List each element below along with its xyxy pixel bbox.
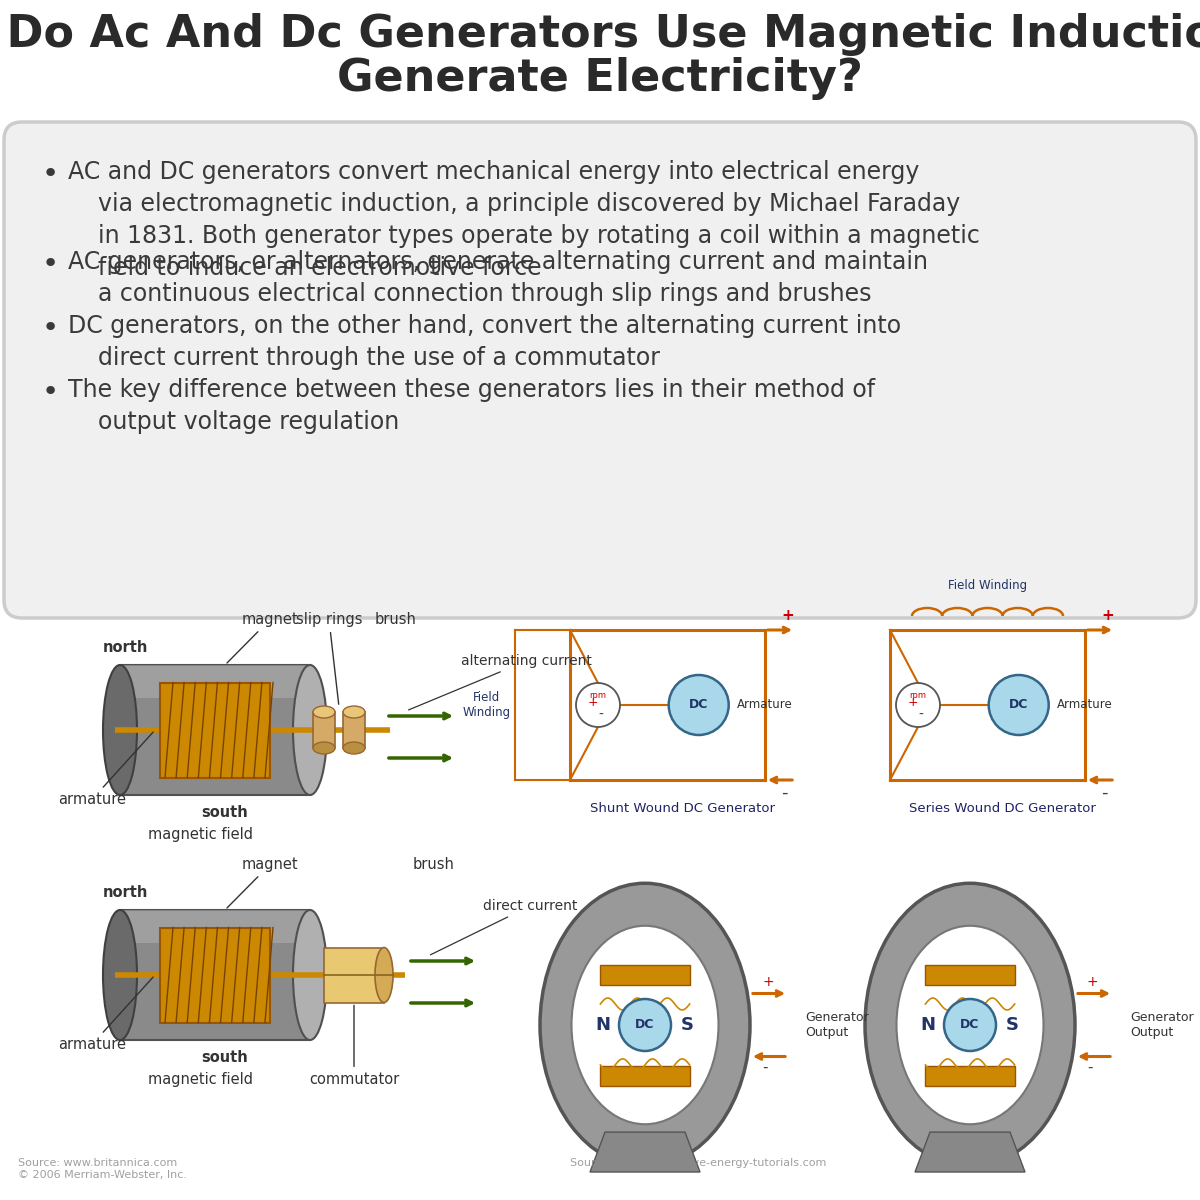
Text: S: S bbox=[1006, 1016, 1019, 1034]
Circle shape bbox=[896, 683, 940, 727]
Text: DC: DC bbox=[1009, 698, 1028, 712]
Text: •: • bbox=[42, 160, 59, 188]
Text: magnetic field: magnetic field bbox=[148, 1072, 252, 1087]
Ellipse shape bbox=[103, 665, 137, 794]
Polygon shape bbox=[600, 965, 690, 985]
Polygon shape bbox=[120, 665, 310, 697]
Text: armature: armature bbox=[58, 977, 154, 1052]
Polygon shape bbox=[160, 928, 270, 1022]
Circle shape bbox=[668, 674, 728, 734]
Polygon shape bbox=[590, 1132, 700, 1172]
Text: DC: DC bbox=[635, 1019, 655, 1032]
Text: DC: DC bbox=[689, 698, 708, 712]
Ellipse shape bbox=[293, 910, 326, 1040]
Polygon shape bbox=[600, 1066, 690, 1086]
Ellipse shape bbox=[103, 910, 137, 1040]
Text: Series Wound DC Generator: Series Wound DC Generator bbox=[910, 802, 1096, 815]
Polygon shape bbox=[925, 1066, 1015, 1086]
Text: commutator: commutator bbox=[308, 1006, 400, 1087]
Text: armature: armature bbox=[58, 732, 154, 806]
Circle shape bbox=[989, 674, 1049, 734]
Text: N: N bbox=[920, 1016, 936, 1034]
Ellipse shape bbox=[343, 742, 365, 754]
Text: magnetic field: magnetic field bbox=[148, 827, 252, 842]
Text: -: - bbox=[918, 708, 924, 722]
Text: south: south bbox=[202, 1050, 248, 1066]
Text: north: north bbox=[102, 886, 148, 900]
Text: Generator
Output: Generator Output bbox=[805, 1010, 869, 1039]
Polygon shape bbox=[120, 665, 310, 794]
Text: Shunt Wound DC Generator: Shunt Wound DC Generator bbox=[590, 802, 775, 815]
Polygon shape bbox=[925, 965, 1015, 985]
Polygon shape bbox=[916, 1132, 1025, 1172]
Text: +: + bbox=[1087, 974, 1099, 989]
Ellipse shape bbox=[313, 742, 335, 754]
Ellipse shape bbox=[374, 948, 394, 1002]
Text: -: - bbox=[1102, 784, 1108, 802]
Ellipse shape bbox=[293, 665, 326, 794]
Text: •: • bbox=[42, 378, 59, 406]
Polygon shape bbox=[343, 712, 365, 748]
Ellipse shape bbox=[896, 925, 1044, 1124]
Text: •: • bbox=[42, 314, 59, 342]
Ellipse shape bbox=[313, 706, 335, 718]
Text: rpm: rpm bbox=[589, 690, 606, 700]
Text: Source: www.alternative-energy-tutorials.com: Source: www.alternative-energy-tutorials… bbox=[570, 1158, 827, 1168]
Text: •: • bbox=[42, 250, 59, 278]
Text: Field
Winding: Field Winding bbox=[463, 691, 511, 719]
Text: DC: DC bbox=[960, 1019, 979, 1032]
Ellipse shape bbox=[865, 883, 1075, 1166]
FancyBboxPatch shape bbox=[4, 122, 1196, 618]
Text: +: + bbox=[1102, 608, 1114, 623]
Text: The key difference between these generators lies in their method of
    output v: The key difference between these generat… bbox=[68, 378, 875, 434]
Text: N: N bbox=[595, 1016, 611, 1034]
Text: How Do Ac And Dc Generators Use Magnetic Induction To: How Do Ac And Dc Generators Use Magnetic… bbox=[0, 13, 1200, 56]
Text: magnet: magnet bbox=[227, 857, 299, 908]
Text: AC and DC generators convert mechanical energy into electrical energy
    via el: AC and DC generators convert mechanical … bbox=[68, 160, 980, 280]
Text: rpm: rpm bbox=[910, 690, 926, 700]
Polygon shape bbox=[120, 910, 310, 1040]
Circle shape bbox=[944, 998, 996, 1051]
Text: north: north bbox=[102, 640, 148, 655]
Text: S: S bbox=[680, 1016, 694, 1034]
Text: brush: brush bbox=[376, 612, 416, 626]
Text: +: + bbox=[762, 974, 774, 989]
Polygon shape bbox=[160, 683, 270, 778]
Text: Armature: Armature bbox=[737, 698, 792, 712]
Ellipse shape bbox=[343, 706, 365, 718]
Text: slip rings: slip rings bbox=[295, 612, 362, 704]
Ellipse shape bbox=[540, 883, 750, 1166]
Text: Generate Electricity?: Generate Electricity? bbox=[337, 56, 863, 100]
Text: magnet: magnet bbox=[227, 612, 299, 664]
Text: direct current: direct current bbox=[431, 899, 577, 955]
Text: +: + bbox=[781, 608, 793, 623]
Ellipse shape bbox=[571, 925, 719, 1124]
Text: Armature: Armature bbox=[1057, 698, 1112, 712]
Text: -: - bbox=[781, 784, 787, 802]
Polygon shape bbox=[324, 948, 384, 1002]
Text: Field Winding: Field Winding bbox=[948, 578, 1027, 592]
Text: AC generators, or alternators, generate alternating current and maintain
    a c: AC generators, or alternators, generate … bbox=[68, 250, 928, 306]
Text: DC generators, on the other hand, convert the alternating current into
    direc: DC generators, on the other hand, conver… bbox=[68, 314, 901, 370]
Text: -: - bbox=[599, 708, 604, 722]
Text: brush: brush bbox=[413, 857, 455, 872]
Polygon shape bbox=[120, 910, 310, 942]
Text: +: + bbox=[588, 696, 599, 709]
Text: Source: www.britannica.com
© 2006 Merriam-Webster, Inc.: Source: www.britannica.com © 2006 Merria… bbox=[18, 1158, 187, 1180]
Text: Generator
Output: Generator Output bbox=[1130, 1010, 1194, 1039]
Text: south: south bbox=[202, 805, 248, 820]
Text: +: + bbox=[907, 696, 918, 709]
Text: alternating current: alternating current bbox=[408, 654, 592, 710]
Circle shape bbox=[619, 998, 671, 1051]
Circle shape bbox=[576, 683, 620, 727]
Text: -: - bbox=[762, 1060, 768, 1074]
Polygon shape bbox=[313, 712, 335, 748]
Text: -: - bbox=[1087, 1060, 1092, 1074]
